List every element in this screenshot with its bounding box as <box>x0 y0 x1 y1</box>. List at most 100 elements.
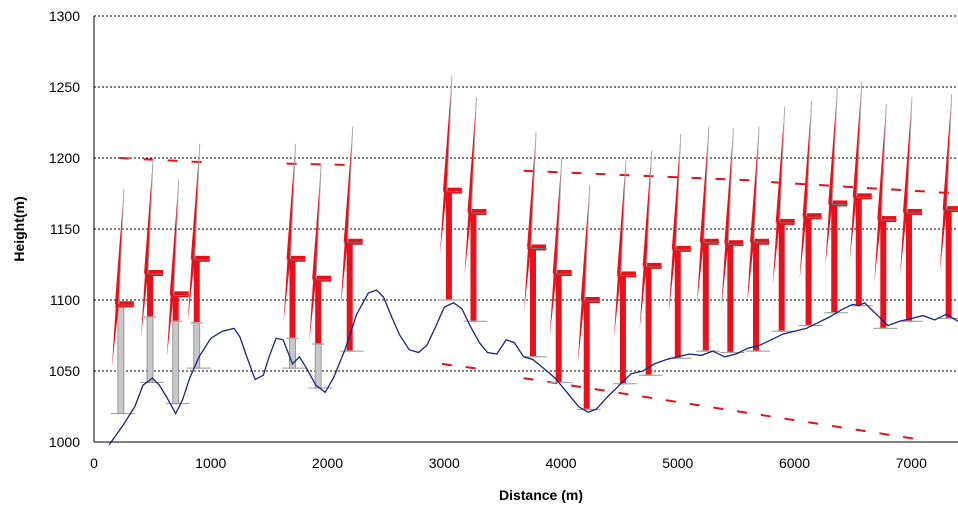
turbine-nacelle <box>829 200 848 207</box>
turbine-tower-visible <box>289 258 296 339</box>
turbine-blade-upper <box>699 126 709 242</box>
turbine-7 <box>339 126 364 352</box>
turbine-blade-upper <box>527 132 537 248</box>
turbine-9 <box>463 96 488 323</box>
turbines <box>110 75 958 415</box>
turbine-blade-lower <box>439 190 447 254</box>
turbine-3 <box>165 179 190 405</box>
turbine-blade-upper <box>312 163 322 279</box>
y-tick-label: 1250 <box>49 79 80 95</box>
turbine-tower-visible <box>778 221 785 332</box>
turbine-blade-lower <box>141 273 149 337</box>
turbine-blade-lower <box>283 258 291 323</box>
turbine-tower-visible <box>530 247 537 357</box>
terrain-profile <box>108 289 958 446</box>
sightline-3 <box>441 362 486 371</box>
turbine-nacelle <box>170 291 189 298</box>
y-tick-label: 1150 <box>50 221 80 237</box>
turbine-blade-edge <box>620 159 627 275</box>
x-tick-label: 3000 <box>429 455 460 471</box>
turbine-tower-visible <box>727 243 734 353</box>
turbine-23 <box>873 104 898 330</box>
turbine-blade-upper <box>286 143 296 259</box>
turbine-tower-visible <box>445 190 452 300</box>
turbine-tower-visible <box>945 209 952 319</box>
turbine-6 <box>308 163 333 389</box>
turbine-blade-edge <box>675 133 682 249</box>
turbine-blade-edge <box>315 163 322 279</box>
turbine-nacelle <box>553 270 572 277</box>
x-tick-label: 6000 <box>779 455 810 471</box>
turbine-tower-visible <box>583 300 590 410</box>
turbine-tower-hidden <box>314 343 322 389</box>
turbine-nacelle <box>443 187 462 194</box>
turbine-blade-edge <box>831 88 838 204</box>
turbine-blade-edge <box>446 75 453 191</box>
turbine-nacelle <box>853 193 872 200</box>
turbine-blade-upper <box>802 101 812 217</box>
turbine-blade-upper <box>942 94 952 210</box>
y-axis-title: Height(m) <box>11 196 27 261</box>
x-tick-label: 1000 <box>195 455 226 471</box>
turbine-blade-edge <box>646 150 653 266</box>
turbine-blade-upper <box>552 158 562 274</box>
turbine-nacelle <box>700 238 719 245</box>
terrain-line <box>108 289 958 446</box>
sightline-2 <box>286 162 355 167</box>
turbine-1 <box>110 189 135 415</box>
turbine-blade-upper <box>750 126 760 242</box>
turbine-blade-upper <box>671 133 681 249</box>
turbine-tower-visible <box>831 203 838 313</box>
turbine-blade-lower <box>549 273 557 337</box>
axes <box>93 16 958 443</box>
turbine-tower-visible <box>172 294 179 322</box>
turbine-nacelle <box>878 216 897 223</box>
gridlines <box>94 15 958 372</box>
turbine-blade-upper <box>616 159 626 275</box>
x-tick-label: 0 <box>90 455 98 471</box>
turbine-tower-visible <box>753 241 760 352</box>
turbine-nacelle <box>751 238 770 245</box>
turbine-tower-visible <box>470 211 477 322</box>
turbine-blade-lower <box>577 300 585 364</box>
y-tick-label: 1300 <box>49 8 80 24</box>
turbine-blade-lower <box>309 278 317 342</box>
turbine-blade-lower <box>696 241 704 306</box>
turbine-nacelle <box>344 238 363 245</box>
turbine-blade-edge <box>856 81 863 197</box>
turbine-blade-lower <box>939 209 947 273</box>
turbine-blade-edge <box>946 94 953 210</box>
turbine-blade-lower <box>613 274 621 338</box>
turbine-16 <box>695 126 720 352</box>
sightline-1 <box>119 157 205 164</box>
turbine-blade-edge <box>289 143 296 259</box>
turbine-blade-lower <box>464 211 472 276</box>
turbine-5 <box>282 143 307 369</box>
turbine-blade-lower <box>849 196 857 260</box>
turbine-blade-upper <box>190 143 200 259</box>
turbine-blade-edge <box>584 184 591 301</box>
turbine-blade-upper <box>442 75 452 191</box>
turbine-nacelle <box>145 270 164 277</box>
turbine-blade-edge <box>118 189 125 305</box>
sightline-5 <box>771 181 958 195</box>
turbine-blade-lower <box>874 219 882 283</box>
turbine-21 <box>824 88 849 314</box>
turbine-blade-lower <box>747 241 755 306</box>
turbine-blade-lower <box>340 241 348 306</box>
turbine-blade-upper <box>828 88 838 204</box>
turbine-tower-visible <box>702 241 709 352</box>
turbine-25 <box>938 94 958 320</box>
x-tick-label: 7000 <box>896 455 927 471</box>
turbine-nacelle <box>943 206 958 213</box>
turbine-tower-visible <box>645 265 652 376</box>
turbine-tower-hidden <box>146 316 154 383</box>
turbine-blade-upper <box>642 150 652 266</box>
turbine-blade-lower <box>899 211 907 276</box>
turbine-blade-lower <box>639 265 647 330</box>
turbine-tower-hidden <box>117 306 125 415</box>
turbine-11 <box>548 157 573 384</box>
x-tick-label: 4000 <box>545 455 576 471</box>
turbine-tower-visible <box>619 274 626 384</box>
